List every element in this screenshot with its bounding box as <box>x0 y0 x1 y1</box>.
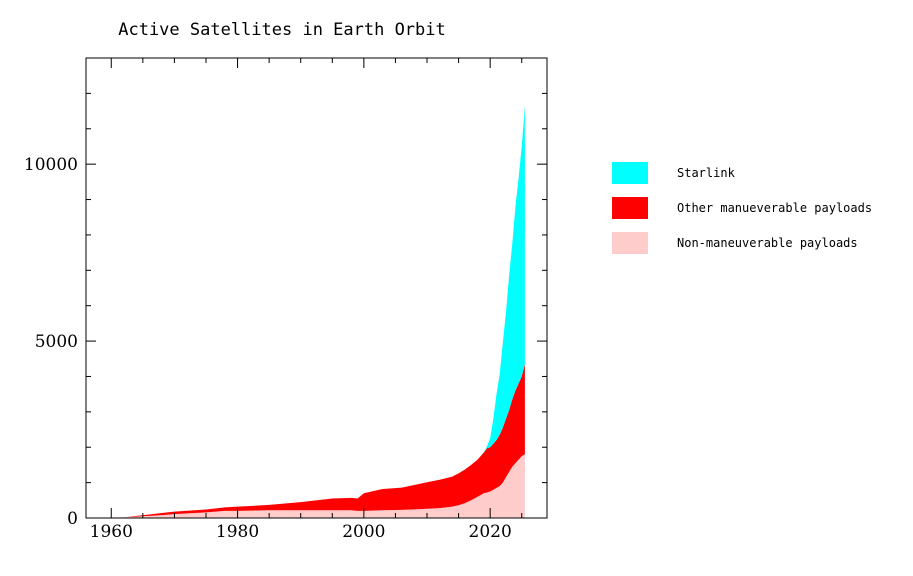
y-tick-label: 5000 <box>35 332 78 352</box>
area-layer <box>98 105 525 518</box>
legend-swatch-non-maneuverable-payloads <box>612 232 648 254</box>
x-tick-label: 1980 <box>216 522 259 542</box>
legend-label-non-maneuverable-payloads: Non-maneuverable payloads <box>677 236 858 250</box>
x-tick-label: 1960 <box>90 522 133 542</box>
legend-swatch-other-manueverable-payloads <box>612 197 648 219</box>
series-area-starlink <box>98 105 525 518</box>
legend-label-other-manueverable-payloads: Other manueverable payloads <box>677 201 872 215</box>
series-area-other-manueverable-payloads <box>98 364 525 518</box>
legend: Starlink Other manueverable payloads Non-m… <box>612 162 872 254</box>
y-tick-label: 10000 <box>24 155 78 175</box>
legend-swatch-starlink <box>612 162 648 184</box>
plot-frame <box>85 57 548 519</box>
x-tick-label: 2020 <box>469 522 512 542</box>
y-tick-label: 0 <box>67 509 78 529</box>
chart-title: Active Satellites in Earth Orbit <box>118 20 446 40</box>
series-area-non-maneuverable-payloads <box>98 454 525 518</box>
axes: 1960 1980 2000 2020 0 5000 10000 <box>24 57 548 542</box>
legend-label-starlink: Starlink <box>677 166 736 180</box>
x-tick-label: 2000 <box>342 522 385 542</box>
